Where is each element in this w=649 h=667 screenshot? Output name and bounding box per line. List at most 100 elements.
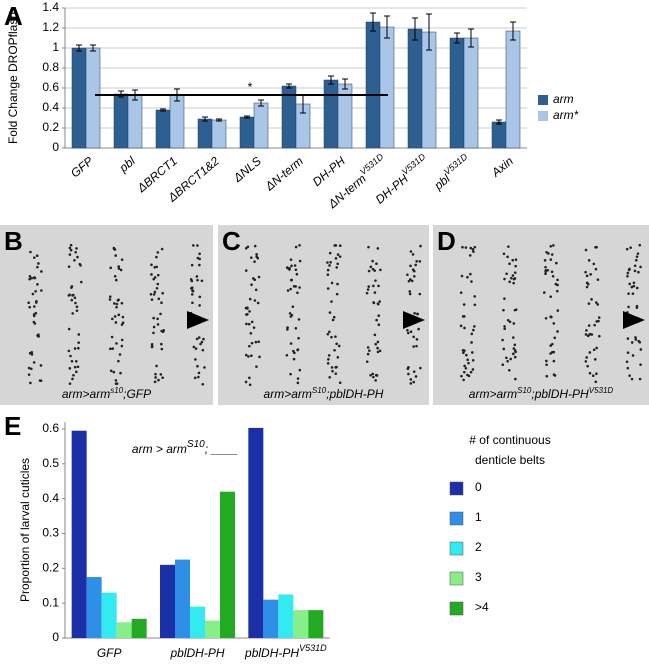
- denticle: [198, 263, 201, 267]
- bar: [365, 21, 381, 149]
- denticle: [373, 291, 377, 294]
- denticle: [408, 290, 412, 293]
- denticle: [73, 347, 77, 350]
- denticle: [297, 336, 300, 340]
- legend-swatch: [449, 601, 464, 616]
- denticle: [509, 357, 512, 361]
- denticle: [246, 245, 250, 249]
- denticle: [588, 333, 591, 336]
- denticle: [109, 347, 112, 351]
- denticle: [254, 340, 258, 344]
- denticle: [154, 372, 157, 376]
- denticle: [255, 253, 258, 256]
- denticle: [334, 257, 338, 260]
- denticle: [326, 332, 330, 336]
- denticle: [249, 331, 253, 335]
- image-caption-part: ;GFP: [123, 387, 151, 401]
- x-tick-label: pblDH-PHV531D: [244, 643, 327, 660]
- x-tick-label-part: V531D: [358, 152, 386, 178]
- denticle: [336, 262, 339, 266]
- x-tick-label: pblDH-PH: [169, 646, 224, 660]
- denticle: [157, 378, 160, 382]
- denticle: [160, 342, 163, 346]
- y-tick-label: 0.5: [42, 456, 59, 470]
- denticle: [512, 322, 516, 325]
- denticle: [376, 302, 380, 306]
- denticle: [409, 264, 412, 268]
- denticle: [201, 348, 205, 352]
- bar: [463, 37, 479, 149]
- denticle: [379, 268, 382, 272]
- denticle: [160, 329, 163, 333]
- denticle: [156, 282, 160, 286]
- denticle: [150, 345, 154, 348]
- denticle: [292, 285, 296, 288]
- denticle: [408, 292, 412, 296]
- denticle: [30, 351, 34, 354]
- denticle: [552, 322, 556, 325]
- denticle: [503, 277, 506, 281]
- denticle: [461, 245, 464, 249]
- y-tick-label: 0.3: [42, 526, 59, 540]
- denticle: [508, 280, 511, 284]
- denticle: [331, 318, 335, 322]
- denticle: [288, 312, 292, 315]
- denticle: [111, 317, 114, 321]
- subtitle-part: arm > arm: [132, 442, 187, 456]
- denticle: [549, 344, 553, 347]
- denticle: [120, 344, 124, 348]
- denticle: [197, 375, 200, 379]
- denticle: [412, 380, 415, 384]
- denticle: [410, 279, 414, 283]
- denticle: [553, 336, 557, 340]
- denticle: [34, 289, 37, 293]
- legend-label: 3: [475, 570, 482, 584]
- denticle: [70, 286, 73, 289]
- denticle: [596, 303, 600, 306]
- x-tick-label: pblV531D: [429, 152, 474, 194]
- denticle: [286, 289, 290, 292]
- denticle: [67, 265, 71, 268]
- denticle: [200, 340, 204, 344]
- x-tick-label: GFP: [68, 154, 96, 181]
- y-tick-label: 0: [52, 630, 59, 644]
- denticle: [296, 377, 300, 380]
- denticle: [549, 315, 553, 319]
- denticle: [415, 344, 418, 348]
- denticle: [473, 245, 477, 249]
- denticle: [338, 255, 342, 258]
- bar: [160, 564, 175, 638]
- x-tick-label-part: pbl: [116, 154, 138, 176]
- bar: [211, 119, 227, 149]
- denticle: [121, 315, 125, 319]
- denticle: [195, 275, 199, 278]
- image-caption: arm>armS10;pblDH-PHV531D: [469, 386, 614, 402]
- bar: [169, 94, 185, 149]
- denticle: [628, 282, 631, 286]
- denticle: [108, 298, 112, 301]
- denticle: [113, 315, 117, 318]
- denticle: [505, 356, 508, 360]
- denticle: [545, 363, 548, 367]
- bar: [505, 30, 521, 149]
- denticle: [470, 351, 474, 354]
- y-axis-label: Fold Change DROPflash: [6, 12, 20, 144]
- denticle: [463, 364, 466, 368]
- denticle: [460, 274, 464, 278]
- denticle: [409, 250, 413, 253]
- denticle: [117, 267, 121, 270]
- y-tick-label: 0.4: [42, 491, 59, 505]
- denticle: [326, 261, 329, 264]
- denticle: [374, 279, 377, 282]
- denticle: [597, 334, 601, 338]
- denticle: [372, 284, 375, 288]
- denticle: [503, 325, 506, 328]
- denticle: [628, 267, 631, 271]
- denticle: [501, 363, 505, 367]
- denticle: [459, 324, 463, 328]
- denticle: [512, 281, 515, 285]
- legend-label: >4: [475, 600, 489, 614]
- denticle: [114, 382, 118, 385]
- denticle: [376, 247, 380, 250]
- y-tick-label: 0.2: [42, 560, 59, 574]
